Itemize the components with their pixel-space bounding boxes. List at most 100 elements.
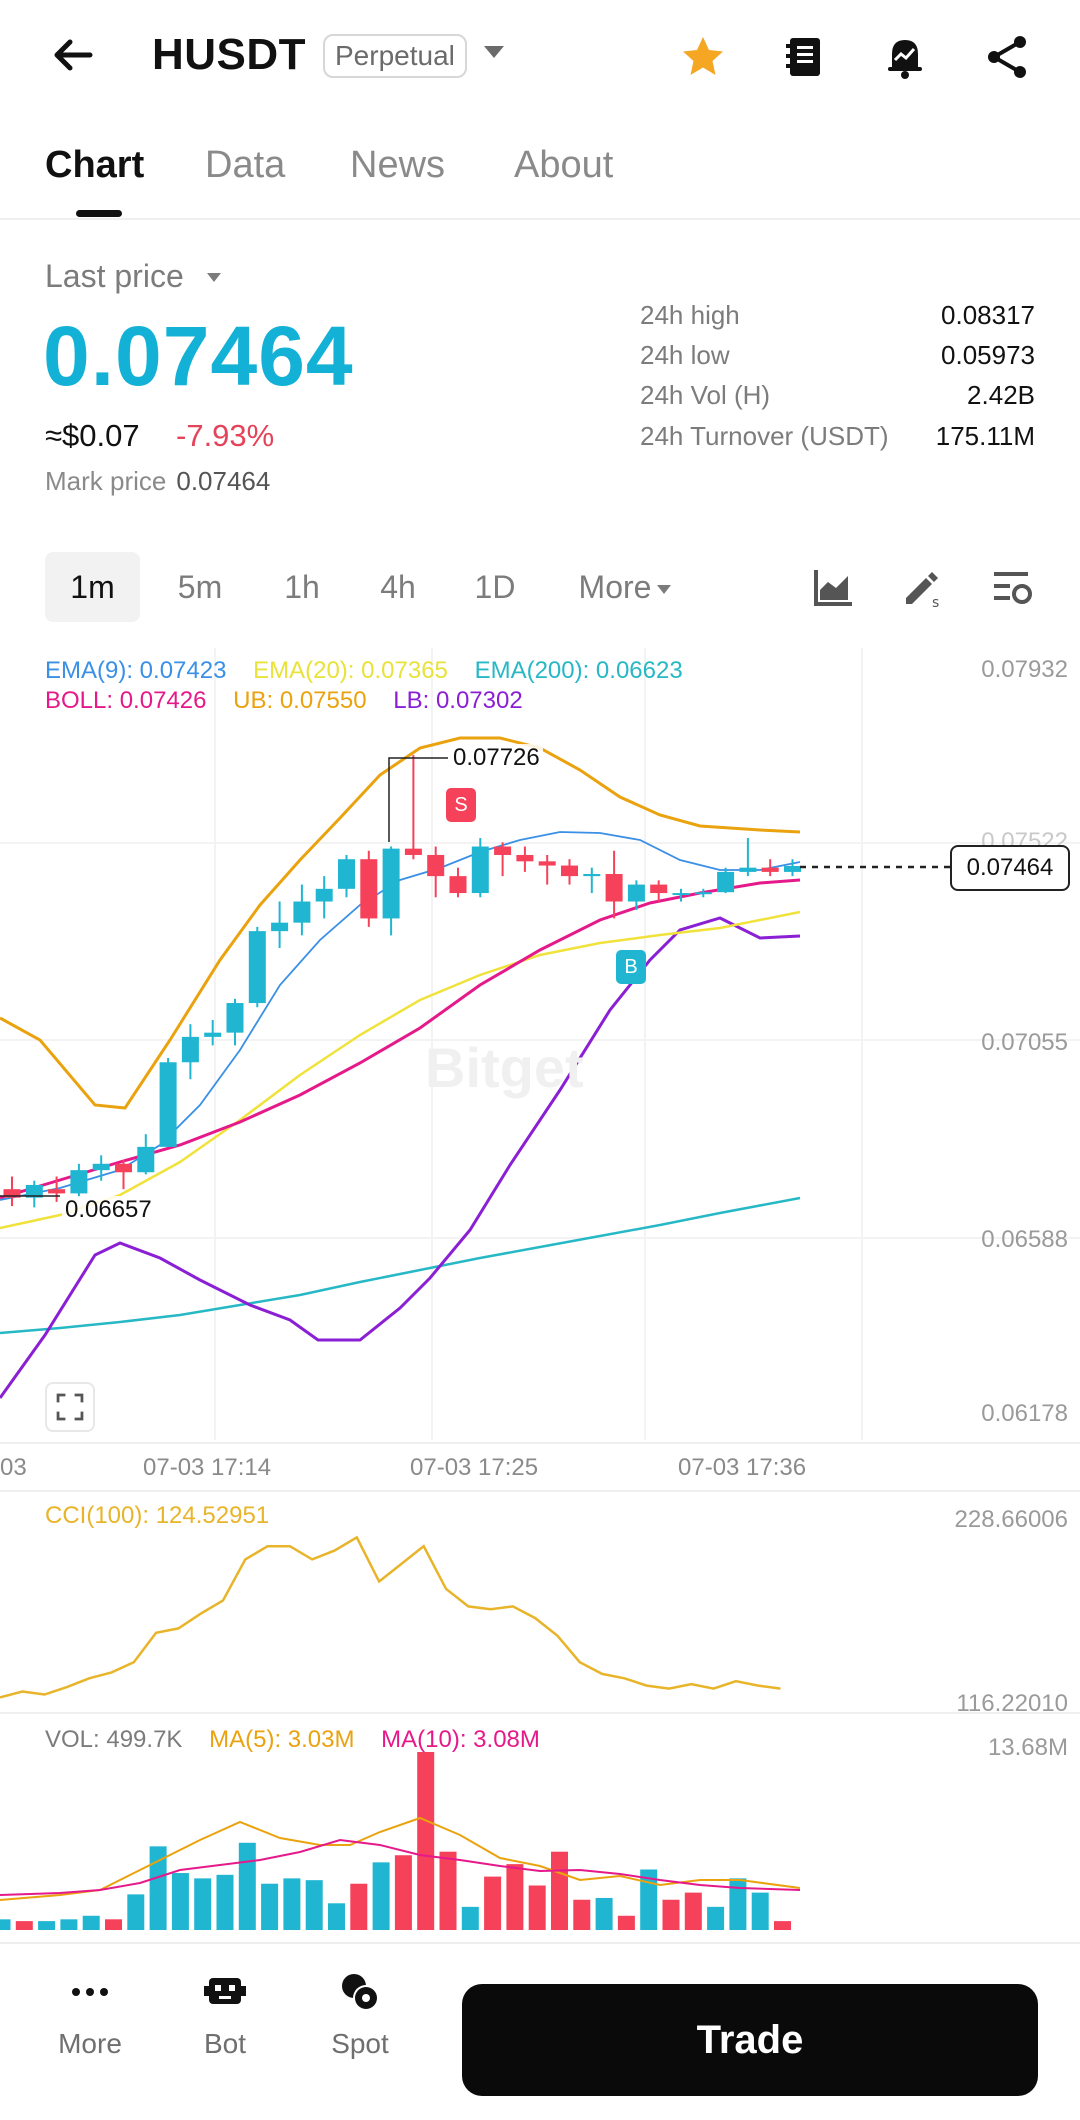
- lb-legend: LB: 0.07302: [393, 687, 523, 714]
- stat-label: 24h low: [640, 340, 730, 370]
- volume-legend: VOL: 499.7K MA(5): 3.03M MA(10): 3.08M: [45, 1726, 540, 1754]
- volume-bar: [484, 1876, 502, 1930]
- ema9-line: [0, 831, 801, 1201]
- candle-body: [627, 884, 645, 902]
- y-axis-label: 0.06588: [981, 1226, 1068, 1253]
- candle-body: [338, 859, 355, 889]
- y-axis-label: 0.07055: [981, 1029, 1068, 1056]
- price-change-percent: -7.93%: [176, 418, 275, 453]
- candle-body: [25, 1184, 43, 1198]
- arrow-left-icon[interactable]: [48, 30, 98, 80]
- ub-line: [0, 736, 801, 1110]
- symbol-title[interactable]: HUSDT: [152, 30, 307, 79]
- bottom-nav-label: Bot: [203, 2028, 247, 2059]
- tab-data[interactable]: Data: [205, 144, 286, 186]
- lb-line: [0, 916, 801, 1399]
- bottom-nav-bot[interactable]: Bot: [175, 1968, 275, 2060]
- candle-body: [70, 1170, 88, 1194]
- bottom-nav-spot[interactable]: Spot: [310, 1968, 410, 2060]
- ema9-legend: EMA(9): 0.07423: [45, 657, 227, 684]
- indicator-lines: [0, 736, 801, 1399]
- volume-bar: [506, 1864, 524, 1930]
- bottom-nav-more[interactable]: More: [40, 1968, 140, 2060]
- volume-bar: [127, 1894, 145, 1930]
- volume-bar: [372, 1862, 390, 1930]
- ma10-legend: MA(10): 3.08M: [381, 1726, 540, 1753]
- vol-ma10-line: [0, 1838, 801, 1896]
- notebook-icon[interactable]: [780, 32, 830, 82]
- cci-line: [0, 1535, 781, 1699]
- last-price: 0.07464: [43, 309, 354, 403]
- indicator-legend-boll: BOLL: 0.07426 UB: 0.07550 LB: 0.07302: [45, 687, 523, 715]
- volume-bar: [283, 1878, 301, 1930]
- candle-body: [293, 901, 311, 923]
- mark-price: Mark price 0.07464: [45, 466, 270, 497]
- candle-body: [204, 1032, 222, 1037]
- candle-body: [115, 1163, 132, 1173]
- chevron-down-icon[interactable]: [207, 273, 221, 282]
- candle-body: [271, 922, 289, 932]
- active-tab-indicator: [76, 210, 122, 217]
- candle-body: [382, 848, 400, 919]
- usd-price: ≈$0.07: [45, 418, 140, 453]
- draw-tool-icon[interactable]: s: [900, 564, 946, 610]
- candle-body: [137, 1146, 155, 1173]
- stat-label: 24h Turnover (USDT): [640, 421, 889, 451]
- candle-body: [159, 1062, 177, 1147]
- chevron-down-icon: [657, 585, 672, 595]
- chart-settings-icon[interactable]: [990, 564, 1036, 610]
- interval-4h[interactable]: 4h: [380, 569, 416, 605]
- interval-5m[interactable]: 5m: [177, 569, 223, 605]
- stat-value: 2.42B: [967, 380, 1035, 410]
- candle-body: [315, 888, 333, 902]
- vol-legend: VOL: 499.7K: [45, 1726, 183, 1753]
- interval-more-label: More: [578, 569, 652, 605]
- tab-chart[interactable]: Chart: [45, 144, 145, 186]
- low-annotation: 0.06657: [62, 1196, 155, 1224]
- volume-bar: [350, 1883, 368, 1930]
- interval-1m[interactable]: 1m: [45, 552, 140, 622]
- star-icon[interactable]: [678, 32, 728, 82]
- sell-marker[interactable]: S: [446, 788, 476, 822]
- candle-body: [471, 846, 489, 894]
- interval-1d[interactable]: 1D: [474, 569, 516, 605]
- buy-marker[interactable]: B: [616, 950, 646, 984]
- trade-button[interactable]: Trade: [462, 1984, 1038, 2096]
- candle-body: [92, 1163, 110, 1171]
- volume-bar: [194, 1878, 212, 1930]
- candle-body: [181, 1036, 199, 1063]
- x-axis-label: 07-03 17:14: [143, 1454, 272, 1481]
- share-icon[interactable]: [982, 32, 1032, 82]
- tab-news[interactable]: News: [350, 144, 446, 186]
- cci-axis-label: 116.22010: [956, 1690, 1068, 1717]
- volume-bar: [149, 1846, 167, 1930]
- ema200-legend: EMA(200): 0.06623: [474, 657, 683, 684]
- volume-bar: [439, 1851, 457, 1930]
- volume-bar: [551, 1851, 568, 1930]
- price-chart[interactable]: [0, 640, 1080, 1940]
- y-axis-label: 0.06178: [981, 1400, 1068, 1427]
- candlesticks: [3, 755, 801, 1208]
- volume-bar: [595, 1897, 613, 1930]
- tab-about[interactable]: About: [514, 144, 614, 186]
- divider: [0, 1712, 1080, 1714]
- volume-bar: [729, 1878, 747, 1930]
- chevron-down-icon[interactable]: [484, 46, 504, 58]
- volume-bar: [305, 1880, 323, 1930]
- fullscreen-icon[interactable]: [45, 1382, 95, 1432]
- stat-24h-vol: 24h Vol (H) 2.42B: [640, 380, 1035, 416]
- stat-24h-turnover: 24h Turnover (USDT) 175.11M: [640, 421, 1035, 457]
- volume-bar: [0, 1919, 11, 1930]
- vol-ma5-line: [0, 1816, 801, 1901]
- volume-bar: [617, 1915, 635, 1930]
- interval-more[interactable]: More: [565, 552, 685, 622]
- volume-bar: [105, 1919, 122, 1930]
- volume-bar: [707, 1906, 725, 1930]
- price-alert-icon[interactable]: [880, 32, 930, 82]
- divider: [0, 1490, 1080, 1492]
- bottom-nav-label: More: [58, 2028, 122, 2059]
- indicator-icon[interactable]: [810, 564, 856, 610]
- candle-body: [605, 874, 623, 902]
- interval-1h[interactable]: 1h: [284, 569, 320, 605]
- price-type-selector[interactable]: Last price: [45, 258, 184, 294]
